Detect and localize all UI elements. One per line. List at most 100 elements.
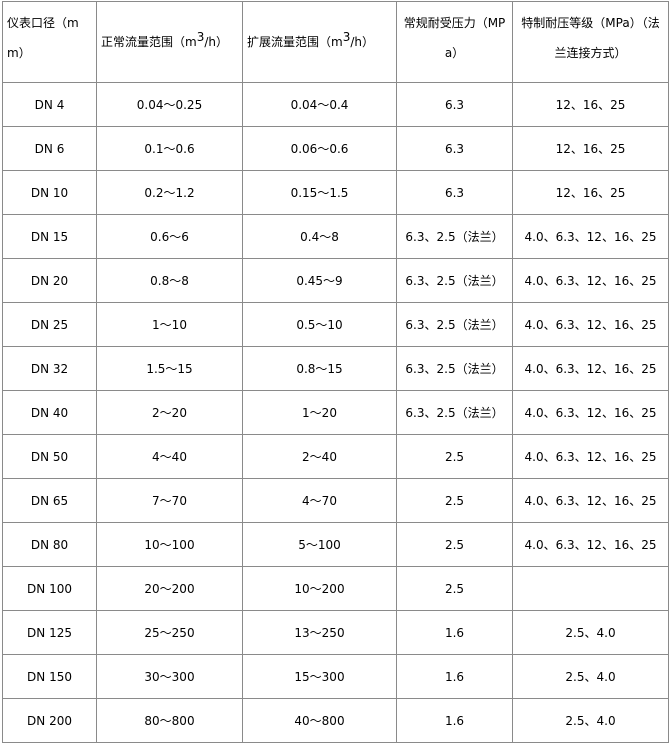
header-special-line1: 特制耐压等级（MPa）（法 — [521, 16, 660, 30]
cell-pressure: 2.5 — [396, 566, 513, 611]
header-normal-flow-text: 正常流量范围（m — [101, 35, 197, 49]
header-size: 仪表口径（m m） — [2, 1, 97, 83]
header-normal-flow-unit: /h） — [204, 35, 228, 49]
cell-size: DN 20 — [2, 258, 97, 303]
table-row: DN 100 20～200 10～200 2.5 — [2, 566, 669, 611]
cell-normal-flow: 1.5～15 — [96, 346, 243, 391]
header-extended-flow: 扩展流量范围（m3/h） — [242, 1, 397, 83]
table-row: DN 150 30～300 15～300 1.6 2.5、4.0 — [2, 654, 669, 699]
cell-extended-flow: 0.04～0.4 — [242, 82, 397, 127]
cell-extended-flow: 4～70 — [242, 478, 397, 523]
cell-extended-flow: 0.45～9 — [242, 258, 397, 303]
header-extended-flow-sup: 3 — [342, 30, 351, 44]
cell-normal-flow: 10～100 — [96, 522, 243, 567]
cell-special-pressure: 2.5、4.0 — [512, 610, 669, 655]
table-row: DN 20 0.8～8 0.45～9 6.3、2.5（法兰） 4.0、6.3、12、16… — [2, 258, 669, 303]
header-extended-flow-unit: /h） — [350, 35, 374, 49]
cell-special-pressure: 4.0、6.3、12、16、25 — [512, 258, 669, 303]
cell-extended-flow: 15～300 — [242, 654, 397, 699]
table-row: DN 125 25～250 13～250 1.6 2.5、4.0 — [2, 610, 669, 655]
cell-extended-flow: 0.4～8 — [242, 214, 397, 259]
cell-size: DN 65 — [2, 478, 97, 523]
cell-special-pressure: 12、16、25 — [512, 82, 669, 127]
cell-special-pressure: 12、16、25 — [512, 126, 669, 171]
cell-size: DN 50 — [2, 434, 97, 479]
header-special-pressure: 特制耐压等级（MPa）（法 兰连接方式） — [512, 1, 669, 83]
cell-size: DN 200 — [2, 698, 97, 743]
cell-size: DN 32 — [2, 346, 97, 391]
cell-special-pressure: 12、16、25 — [512, 170, 669, 215]
cell-normal-flow: 25～250 — [96, 610, 243, 655]
cell-extended-flow: 40～800 — [242, 698, 397, 743]
cell-size: DN 80 — [2, 522, 97, 567]
cell-pressure: 6.3 — [396, 82, 513, 127]
cell-normal-flow: 30～300 — [96, 654, 243, 699]
cell-normal-flow: 4～40 — [96, 434, 243, 479]
cell-size: DN 100 — [2, 566, 97, 611]
cell-pressure: 2.5 — [396, 478, 513, 523]
cell-normal-flow: 7～70 — [96, 478, 243, 523]
cell-pressure: 1.6 — [396, 654, 513, 699]
cell-pressure: 1.6 — [396, 698, 513, 743]
cell-extended-flow: 0.5～10 — [242, 302, 397, 347]
cell-special-pressure: 4.0、6.3、12、16、25 — [512, 346, 669, 391]
header-size-line2: m） — [7, 46, 31, 60]
header-pressure-line1: 常规耐受压力（MP — [403, 16, 506, 30]
cell-normal-flow: 0.04～0.25 — [96, 82, 243, 127]
header-special-line2: 兰连接方式） — [554, 46, 627, 60]
cell-size: DN 150 — [2, 654, 97, 699]
table-row: DN 80 10～100 5～100 2.5 4.0、6.3、12、16、25 — [2, 522, 669, 567]
cell-special-pressure: 4.0、6.3、12、16、25 — [512, 302, 669, 347]
cell-special-pressure: 4.0、6.3、12、16、25 — [512, 214, 669, 259]
cell-size: DN 25 — [2, 302, 97, 347]
header-normal-flow: 正常流量范围（m3/h） — [96, 1, 243, 83]
cell-extended-flow: 1～20 — [242, 390, 397, 435]
cell-pressure: 6.3、2.5（法兰） — [396, 258, 513, 303]
cell-pressure: 6.3 — [396, 126, 513, 171]
cell-normal-flow: 1～10 — [96, 302, 243, 347]
table-row: DN 65 7～70 4～70 2.5 4.0、6.3、12、16、25 — [2, 478, 669, 523]
cell-extended-flow: 2～40 — [242, 434, 397, 479]
cell-special-pressure: 4.0、6.3、12、16、25 — [512, 434, 669, 479]
cell-special-pressure: 2.5、4.0 — [512, 698, 669, 743]
table-row: DN 25 1～10 0.5～10 6.3、2.5（法兰） 4.0、6.3、12、16、… — [2, 302, 669, 347]
cell-special-pressure: 2.5、4.0 — [512, 654, 669, 699]
cell-normal-flow: 20～200 — [96, 566, 243, 611]
table-row: DN 40 2～20 1～20 6.3、2.5（法兰） 4.0、6.3、12、16、25 — [2, 390, 669, 435]
table-row: DN 4 0.04～0.25 0.04～0.4 6.3 12、16、25 — [2, 82, 669, 127]
header-size-line1: 仪表口径（m — [7, 16, 79, 30]
header-row: 仪表口径（m m） 正常流量范围（m3/h） 扩展流量范围（m3/h） 常规耐受压… — [2, 1, 669, 83]
cell-pressure: 6.3、2.5（法兰） — [396, 302, 513, 347]
cell-size: DN 6 — [2, 126, 97, 171]
cell-extended-flow: 10～200 — [242, 566, 397, 611]
cell-extended-flow: 0.06～0.6 — [242, 126, 397, 171]
cell-special-pressure: 4.0、6.3、12、16、25 — [512, 522, 669, 567]
cell-pressure: 2.5 — [396, 434, 513, 479]
header-normal-flow-sup: 3 — [196, 30, 205, 44]
cell-special-pressure: 4.0、6.3、12、16、25 — [512, 390, 669, 435]
cell-special-pressure: 4.0、6.3、12、16、25 — [512, 478, 669, 523]
cell-normal-flow: 2～20 — [96, 390, 243, 435]
cell-size: DN 10 — [2, 170, 97, 215]
cell-extended-flow: 0.15～1.5 — [242, 170, 397, 215]
cell-pressure: 6.3 — [396, 170, 513, 215]
cell-normal-flow: 0.8～8 — [96, 258, 243, 303]
table-row: DN 200 80～800 40～800 1.6 2.5、4.0 — [2, 698, 669, 743]
table-row: DN 32 1.5～15 0.8～15 6.3、2.5（法兰） 4.0、6.3、12、1… — [2, 346, 669, 391]
cell-special-pressure — [512, 566, 669, 611]
header-extended-flow-text: 扩展流量范围（m — [247, 35, 343, 49]
cell-normal-flow: 0.6～6 — [96, 214, 243, 259]
cell-extended-flow: 13～250 — [242, 610, 397, 655]
table-row: DN 6 0.1～0.6 0.06～0.6 6.3 12、16、25 — [2, 126, 669, 171]
header-pressure: 常规耐受压力（MP a） — [396, 1, 513, 83]
cell-extended-flow: 5～100 — [242, 522, 397, 567]
cell-pressure: 2.5 — [396, 522, 513, 567]
cell-pressure: 6.3、2.5（法兰） — [396, 346, 513, 391]
cell-extended-flow: 0.8～15 — [242, 346, 397, 391]
table-row: DN 15 0.6～6 0.4～8 6.3、2.5（法兰） 4.0、6.3、12、16、… — [2, 214, 669, 259]
cell-normal-flow: 80～800 — [96, 698, 243, 743]
header-pressure-line2: a） — [444, 46, 465, 60]
table-row: DN 10 0.2～1.2 0.15～1.5 6.3 12、16、25 — [2, 170, 669, 215]
cell-normal-flow: 0.2～1.2 — [96, 170, 243, 215]
